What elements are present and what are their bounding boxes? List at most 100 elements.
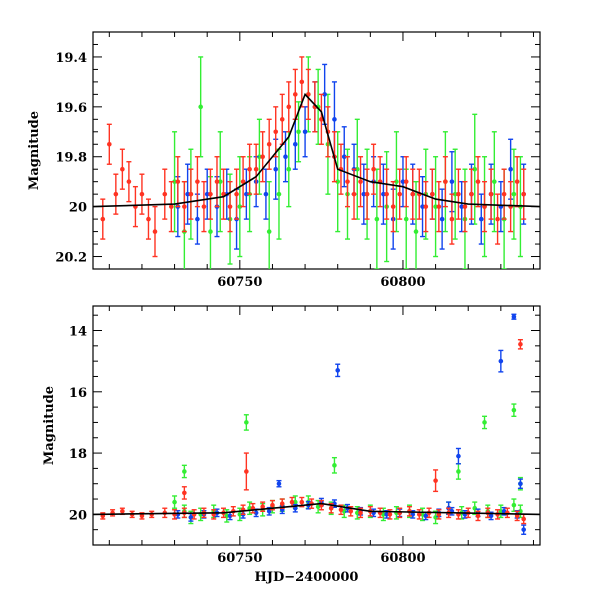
data-point [456, 191, 461, 197]
bottom-panel: 60750 60800 14 16 18 20 Magnitude HJD−2400000 [42, 305, 541, 585]
data-point [208, 229, 213, 234]
data-point [279, 117, 285, 122]
data-point [227, 513, 233, 519]
data-point [371, 166, 376, 172]
y-tick-label: 14 [69, 325, 87, 340]
data-point [511, 314, 517, 320]
data-point [198, 104, 203, 110]
data-point [436, 204, 442, 209]
data-point [244, 191, 249, 197]
data-point [400, 179, 406, 184]
data-point [276, 481, 282, 487]
data-point [390, 204, 396, 209]
data-point [273, 129, 279, 135]
data-point [462, 204, 468, 209]
x-tick-label: 60750 [217, 275, 262, 290]
data-point [475, 513, 481, 519]
data-point [332, 117, 337, 122]
data-point [348, 508, 354, 514]
data-point [361, 191, 367, 197]
y-axis-label: Magnitude [27, 111, 42, 190]
data-point [146, 216, 151, 222]
data-point [240, 179, 246, 184]
data-point [126, 179, 132, 184]
y-tick-label: 16 [69, 386, 87, 401]
data-point [139, 191, 145, 197]
data-point [100, 216, 106, 222]
x-tick-label: 60750 [217, 551, 262, 566]
data-point [175, 179, 181, 184]
data-point [182, 204, 187, 209]
data-point [260, 154, 265, 160]
data-point [279, 501, 285, 506]
data-point [182, 469, 187, 474]
data-point [341, 154, 347, 160]
data-point [335, 179, 341, 184]
data-point [253, 510, 259, 516]
data-point [452, 191, 458, 197]
data-point [501, 191, 507, 197]
data-point [328, 505, 334, 511]
series-red [100, 56, 527, 258]
data-point [182, 490, 187, 496]
data-point [449, 216, 455, 222]
data-point [302, 129, 308, 135]
data-point [488, 191, 494, 197]
y-tick-label: 19.4 [55, 51, 87, 66]
data-point [292, 141, 298, 147]
data-point [495, 216, 500, 222]
data-point [521, 527, 526, 532]
data-point [237, 204, 243, 209]
y-tick-label: 18 [69, 447, 87, 462]
data-point [498, 358, 504, 364]
data-point [286, 166, 292, 172]
data-point [358, 510, 363, 516]
data-point [120, 166, 125, 172]
data-point [195, 216, 200, 222]
data-point [381, 191, 386, 197]
y-tick-label: 19.8 [55, 151, 87, 166]
data-point [518, 481, 523, 487]
data-point [185, 191, 190, 197]
data-point [335, 368, 341, 373]
data-point [394, 179, 399, 184]
x-tick-label: 60800 [380, 275, 425, 290]
plot-frame [92, 31, 541, 270]
top-panel: 60750 60800 19.4 19.6 19.8 20 20.2 Magnitude [27, 31, 541, 290]
data-point [107, 141, 112, 147]
data-point [204, 191, 210, 197]
data-point [387, 512, 393, 517]
data-point [169, 204, 174, 209]
data-point [482, 420, 487, 425]
data-point [257, 154, 262, 160]
data-point [449, 179, 455, 184]
series-red [100, 339, 527, 525]
data-point [492, 179, 497, 184]
data-point [521, 516, 526, 522]
data-point [508, 166, 513, 172]
data-point [358, 179, 363, 184]
data-point [299, 499, 305, 505]
data-point [332, 463, 337, 468]
data-point [351, 191, 357, 197]
data-point [518, 342, 523, 347]
data-point [283, 154, 288, 160]
data-point [247, 166, 252, 172]
series-blue [175, 63, 527, 250]
y-axis-label: Magnitude [42, 386, 57, 465]
data-point [443, 179, 448, 184]
data-point [139, 513, 145, 519]
data-point [276, 191, 282, 197]
data-point [416, 512, 422, 517]
data-point [433, 478, 438, 483]
data-point [263, 191, 269, 197]
data-point [478, 216, 484, 222]
x-axis-label: HJD−2400000 [255, 570, 359, 585]
data-point [195, 179, 200, 184]
plot-frame [92, 305, 541, 546]
data-point [514, 179, 520, 184]
data-point [433, 204, 438, 209]
data-point [217, 179, 223, 184]
data-point [403, 216, 409, 222]
